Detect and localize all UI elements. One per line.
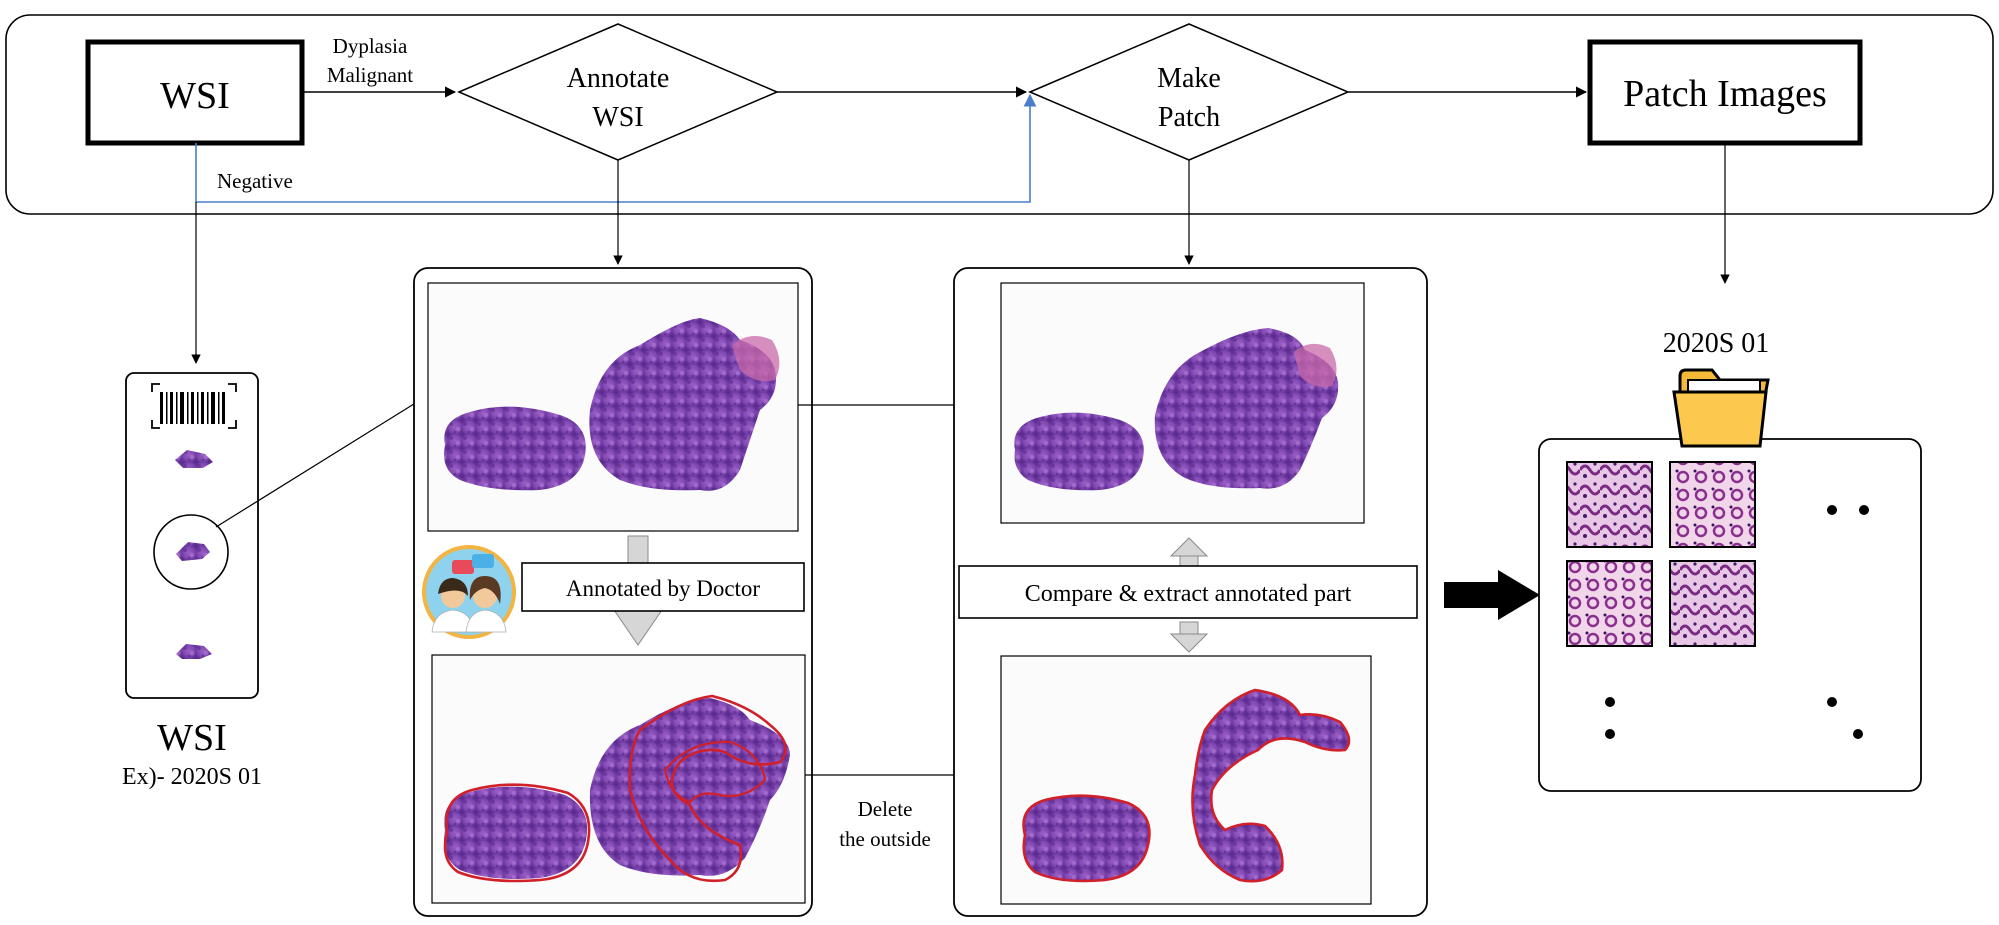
make-patch-line1: Make <box>1157 63 1221 94</box>
slide-tissue-2 <box>176 542 210 561</box>
glass-slide <box>125 372 259 699</box>
arrow-zoom-to-panel <box>215 393 431 528</box>
annotated-tissue-left <box>444 786 588 879</box>
label-malignant: Malignant <box>327 63 413 87</box>
make-patch-line2: Patch <box>1158 102 1220 133</box>
compare-tissue-pink <box>1294 343 1337 387</box>
annotated-by-doctor-label: Annotated by Doctor <box>566 576 761 601</box>
arrow-negative-bypass <box>195 93 1037 203</box>
slide-tissue-3 <box>176 644 212 659</box>
annotated-by-doctor-box <box>521 562 805 612</box>
annotated-tissue-right <box>589 698 790 876</box>
output-folder-name: 2020S 01 <box>1663 328 1770 359</box>
raw-tissue-right <box>589 318 776 491</box>
compare-tissue-right <box>1154 328 1339 489</box>
extracted-tissue-left <box>1022 794 1151 883</box>
label-dysplasia: Dyplasia <box>333 34 408 58</box>
output-panel: 2020S 01 <box>1538 328 1922 792</box>
flow-panel-border <box>5 14 1994 215</box>
slide-example-id: Ex)- 2020S 01 <box>122 764 262 790</box>
patch-thumb-3 <box>1566 560 1653 647</box>
compare-tissue-left <box>1014 412 1144 491</box>
compare-extract-box <box>958 565 1418 619</box>
patch-images-label: Patch Images <box>1623 73 1827 115</box>
raw-tissue-pink <box>732 336 780 382</box>
big-arrow-to-output <box>1444 570 1540 620</box>
wsi-box <box>85 39 305 146</box>
barcode-icon <box>151 383 237 429</box>
extract-panel: Compare & extract annotated part <box>953 267 1428 917</box>
delete-outside-line1: Delete <box>858 797 913 821</box>
continuation-dots <box>1605 505 1869 739</box>
patch-thumb-2 <box>1669 461 1756 548</box>
gray-double-arrow <box>1169 537 1209 653</box>
extracted-tissue-right <box>1191 688 1351 883</box>
flow-panel: WSI Dyplasia Malignant Annotate WSI Make… <box>5 14 1994 215</box>
folder-icon <box>1672 368 1770 448</box>
annotation-outline-left <box>443 783 591 883</box>
annotate-wsi-line1: Annotate <box>567 63 670 94</box>
patch-images-box <box>1587 39 1863 146</box>
patch-thumb-1 <box>1566 461 1653 548</box>
slide-highlight-circle <box>153 514 229 590</box>
slide-card: WSI Ex)- 2020S 01 <box>122 372 262 790</box>
raw-tissue-left <box>444 406 586 491</box>
slide-title: WSI <box>157 717 227 759</box>
annotate-panel: Annotated by Doctor <box>413 267 813 917</box>
slide-tissue-1 <box>175 450 213 468</box>
annotation-outline-inner <box>663 740 767 804</box>
compare-extract-label: Compare & extract annotated part <box>1025 581 1352 607</box>
annotate-wsi-line2: WSI <box>592 102 643 133</box>
label-negative: Negative <box>217 169 293 193</box>
patch-thumb-4 <box>1669 560 1756 647</box>
wsi-box-label: WSI <box>160 75 230 117</box>
delete-outside-line2: the outside <box>839 827 931 851</box>
doctor-icon <box>422 545 516 639</box>
